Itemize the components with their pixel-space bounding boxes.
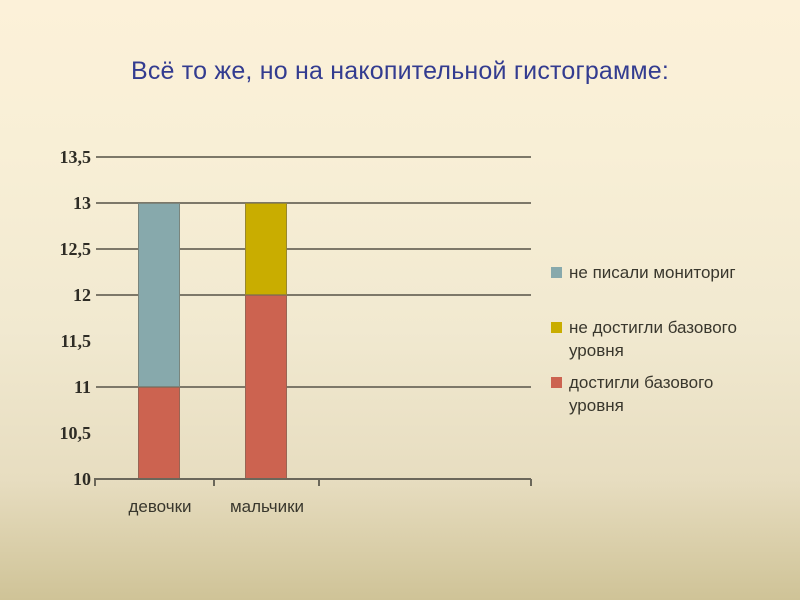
legend-label: достигли базового уровня bbox=[569, 373, 714, 415]
x-axis-tick bbox=[530, 479, 532, 486]
bar-segment bbox=[245, 294, 287, 479]
bar-segment bbox=[138, 202, 180, 387]
gridline bbox=[96, 385, 531, 388]
bar-segment bbox=[138, 386, 180, 479]
legend-swatch bbox=[551, 322, 562, 333]
bar-segment bbox=[245, 202, 287, 295]
y-tick-label: 10,5 bbox=[59, 422, 92, 443]
y-tick-label: 11,5 bbox=[60, 330, 91, 351]
gridline bbox=[96, 247, 531, 250]
x-axis-tick bbox=[94, 479, 96, 486]
x-axis-tick bbox=[318, 479, 320, 486]
y-tick-label: 13,5 bbox=[59, 146, 92, 167]
x-axis-tick bbox=[213, 479, 215, 486]
x-axis-line bbox=[94, 478, 531, 480]
legend-swatch bbox=[551, 377, 562, 388]
chart-legend: не писали мониториг не достигли базового … bbox=[551, 261, 769, 417]
x-category-label: мальчики bbox=[229, 497, 305, 516]
x-category-label: девочки bbox=[128, 497, 192, 516]
legend-item: достигли базового уровня bbox=[551, 371, 769, 417]
y-tick-label: 11 bbox=[73, 376, 91, 397]
gridline bbox=[96, 201, 531, 204]
legend-swatch bbox=[551, 267, 562, 278]
legend-label: не достигли базового уровня bbox=[569, 318, 737, 360]
legend-label: не писали мониториг bbox=[569, 263, 736, 282]
gridline bbox=[96, 155, 531, 158]
y-tick-label: 10 bbox=[73, 469, 91, 489]
gridline bbox=[96, 293, 531, 296]
legend-item: не достигли базового уровня bbox=[551, 316, 769, 362]
y-tick-label: 12,5 bbox=[59, 238, 92, 259]
legend-item: не писали мониториг bbox=[551, 261, 769, 284]
y-tick-label: 13 bbox=[73, 192, 91, 213]
y-tick-label: 12 bbox=[73, 284, 91, 305]
slide-title: Всё то же, но на накопительной гистограм… bbox=[130, 57, 670, 85]
